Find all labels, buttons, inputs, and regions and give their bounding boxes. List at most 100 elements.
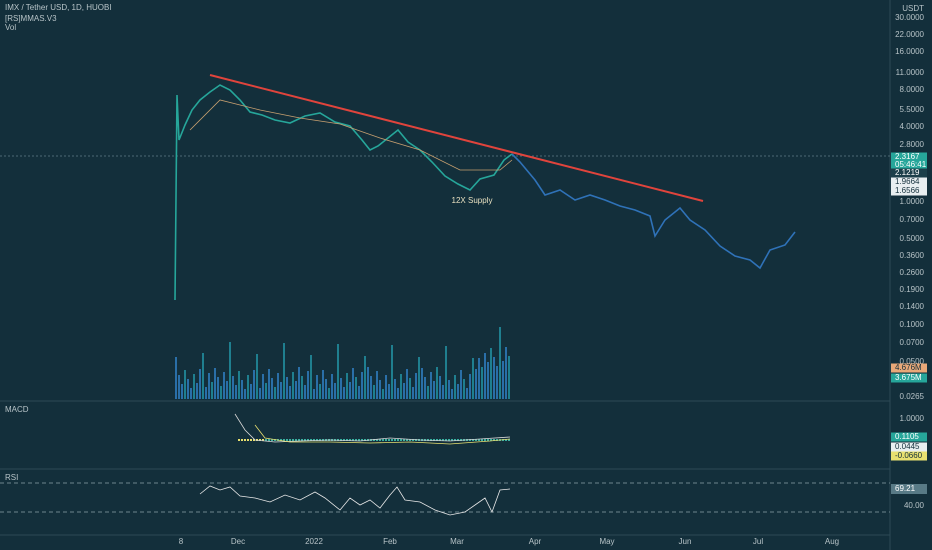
macd-hist: [262, 439, 264, 441]
volume-bar: [364, 356, 366, 399]
macd-hist: [493, 439, 495, 441]
macd-hist: [247, 439, 249, 441]
volume-spike: [175, 357, 177, 399]
volume-bar: [337, 344, 339, 399]
macd-hist: [280, 439, 282, 441]
trend-line: [209, 74, 704, 202]
volume-bar: [481, 367, 483, 399]
macd-hist: [448, 439, 450, 441]
volume-bar: [268, 369, 270, 399]
macd-hist: [484, 439, 486, 441]
macd-hist: [301, 439, 303, 441]
macd-hist: [253, 439, 255, 441]
volume-bar: [493, 357, 495, 399]
macd-hist: [385, 439, 387, 441]
volume-bar: [310, 355, 312, 399]
macd-hist: [508, 439, 510, 441]
price-tag: [891, 177, 927, 187]
volume-bar: [283, 343, 285, 399]
volume-bar: [298, 367, 300, 399]
moving-average: [189, 99, 513, 171]
price-tag-label: 0.0445: [895, 442, 920, 451]
price-tag-label: 4.676M: [895, 363, 922, 372]
rsi-line: [199, 485, 511, 516]
volume-bar: [313, 389, 315, 399]
macd-hist: [349, 439, 351, 441]
macd-hist: [439, 439, 441, 441]
volume-bar: [358, 386, 360, 399]
price-label: 0.7000: [900, 215, 925, 224]
volume-bar: [472, 358, 474, 399]
volume-bar: [253, 370, 255, 399]
macd-hist: [382, 439, 384, 441]
macd-hist: [505, 439, 507, 441]
macd-hist: [343, 439, 345, 441]
volume-bar: [379, 380, 381, 399]
price-tag-label: 3.675M: [895, 373, 922, 382]
time-label: Dec: [231, 537, 245, 546]
macd-hist: [481, 439, 483, 441]
macd-hist: [490, 439, 492, 441]
volume-bar: [502, 361, 504, 399]
price-label: 5.5000: [900, 105, 925, 114]
volume-bar: [487, 362, 489, 399]
price-tag: [891, 168, 927, 178]
price-series: [174, 84, 513, 301]
volume-bar: [460, 370, 462, 399]
volume-bar: [466, 388, 468, 399]
volume-bar: [475, 369, 477, 399]
volume-bar: [331, 374, 333, 399]
volume-bar: [490, 348, 492, 399]
volume-bar: [484, 353, 486, 399]
price-label: 22.0000: [895, 30, 924, 39]
volume-bar: [394, 379, 396, 399]
macd-hist: [475, 439, 477, 441]
macd-hist: [400, 439, 402, 441]
volume-bar: [418, 357, 420, 399]
volume-bar: [445, 346, 447, 399]
time-label: Apr: [529, 537, 542, 546]
macd-hist: [289, 439, 291, 441]
volume-bar: [424, 377, 426, 399]
volume-label: Vol: [5, 23, 16, 32]
macd-hist: [304, 439, 306, 441]
volume-bar: [187, 379, 189, 399]
macd-hist: [250, 439, 252, 441]
macd-hist: [292, 439, 294, 441]
price-tag-label: 0.1105: [895, 432, 919, 441]
macd-hist: [286, 439, 288, 441]
axis-unit: USDT: [902, 4, 924, 13]
macd-hist: [391, 439, 393, 441]
macd-hist: [409, 439, 411, 441]
macd-label: 1.0000: [900, 414, 925, 423]
time-label: 2022: [305, 537, 323, 546]
macd-hist: [307, 439, 309, 441]
macd-hist: [406, 439, 408, 441]
volume-bar: [295, 381, 297, 399]
macd-hist: [361, 439, 363, 441]
macd-hist: [310, 439, 312, 441]
price-tag: [891, 160, 927, 170]
volume-bar: [184, 370, 186, 399]
volume-bar: [448, 380, 450, 399]
volume-bar: [469, 374, 471, 399]
price-label: 8.0000: [900, 85, 925, 94]
volume-bar: [244, 389, 246, 399]
macd-hist: [265, 439, 267, 441]
price-label: 1.0000: [900, 197, 925, 206]
macd-hist: [355, 439, 357, 441]
volume-bar: [463, 379, 465, 399]
macd-line: [234, 413, 511, 443]
volume-bar: [286, 377, 288, 399]
volume-bar: [199, 369, 201, 399]
volume-bar: [376, 371, 378, 399]
rsi-title: RSI: [5, 473, 18, 482]
volume-bar: [406, 369, 408, 399]
volume-bar: [361, 372, 363, 399]
time-label: 8: [179, 537, 184, 546]
volume-bar: [304, 385, 306, 399]
macd-hist: [388, 439, 390, 441]
volume-bar: [181, 384, 183, 399]
price-label: 0.0700: [900, 338, 925, 347]
volume-bar: [193, 374, 195, 399]
